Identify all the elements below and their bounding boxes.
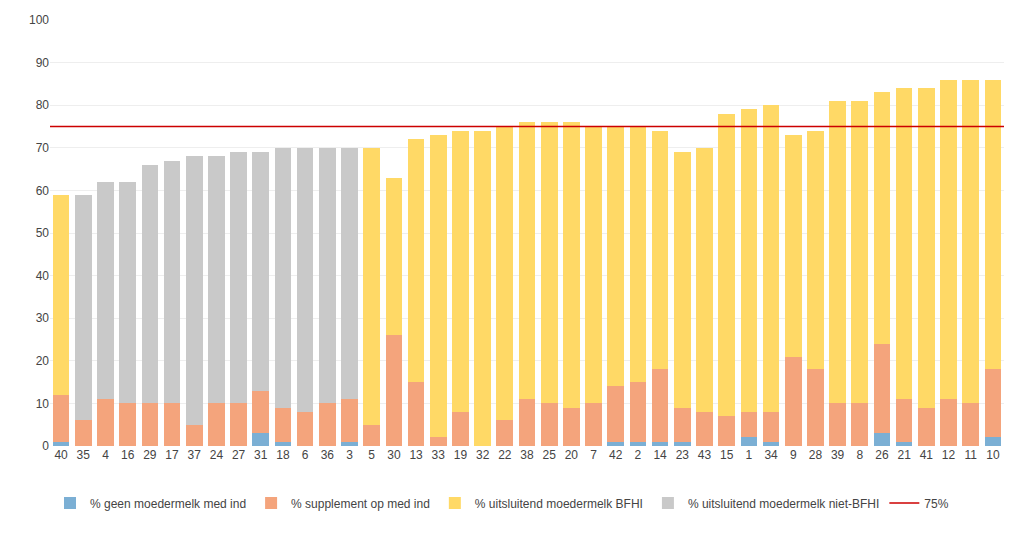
svg-text:40: 40 [36,269,50,283]
svg-text:0: 0 [42,439,49,453]
svg-text:12: 12 [942,448,956,462]
svg-text:21: 21 [897,448,911,462]
svg-text:10: 10 [36,397,50,411]
svg-text:35: 35 [77,448,91,462]
svg-text:41: 41 [920,448,934,462]
svg-text:8: 8 [856,448,863,462]
svg-text:13: 13 [409,448,423,462]
svg-text:80: 80 [36,98,50,112]
svg-text:23: 23 [676,448,690,462]
svg-text:100: 100 [29,13,49,27]
svg-text:36: 36 [321,448,335,462]
svg-text:50: 50 [36,226,50,240]
svg-text:19: 19 [454,448,468,462]
svg-text:16: 16 [121,448,135,462]
svg-text:% geen moedermelk med ind: % geen moedermelk med ind [90,497,246,511]
svg-text:15: 15 [720,448,734,462]
svg-text:26: 26 [875,448,889,462]
svg-text:31: 31 [254,448,268,462]
svg-text:18: 18 [276,448,290,462]
svg-text:20: 20 [36,354,50,368]
svg-text:37: 37 [188,448,202,462]
svg-text:5: 5 [368,448,375,462]
svg-text:17: 17 [165,448,179,462]
svg-text:3: 3 [346,448,353,462]
svg-text:43: 43 [698,448,712,462]
svg-text:70: 70 [36,141,50,155]
svg-text:39: 39 [831,448,845,462]
svg-text:9: 9 [790,448,797,462]
svg-text:30: 30 [387,448,401,462]
svg-text:60: 60 [36,184,50,198]
svg-text:75%: 75% [924,497,948,511]
svg-text:30: 30 [36,311,50,325]
svg-text:1: 1 [746,448,753,462]
svg-text:28: 28 [809,448,823,462]
svg-text:2: 2 [635,448,642,462]
svg-text:29: 29 [143,448,157,462]
svg-text:32: 32 [476,448,490,462]
svg-text:20: 20 [565,448,579,462]
svg-text:27: 27 [232,448,246,462]
svg-text:14: 14 [653,448,667,462]
svg-text:11: 11 [964,448,977,462]
svg-text:10: 10 [986,448,1000,462]
svg-text:% uitsluitend moedermelk BFHI: % uitsluitend moedermelk BFHI [475,497,643,511]
svg-text:90: 90 [36,56,50,70]
svg-text:40: 40 [54,448,68,462]
svg-text:22: 22 [498,448,512,462]
svg-text:34: 34 [764,448,778,462]
svg-text:33: 33 [432,448,446,462]
svg-text:24: 24 [210,448,224,462]
svg-text:25: 25 [543,448,557,462]
svg-text:38: 38 [520,448,534,462]
svg-text:42: 42 [609,448,623,462]
svg-text:% uitsluitend moedermelk niet-: % uitsluitend moedermelk niet-BFHI [688,497,879,511]
svg-text:% supplement op med ind: % supplement op med ind [291,497,430,511]
svg-text:4: 4 [102,448,109,462]
svg-text:6: 6 [302,448,309,462]
svg-text:7: 7 [590,448,597,462]
